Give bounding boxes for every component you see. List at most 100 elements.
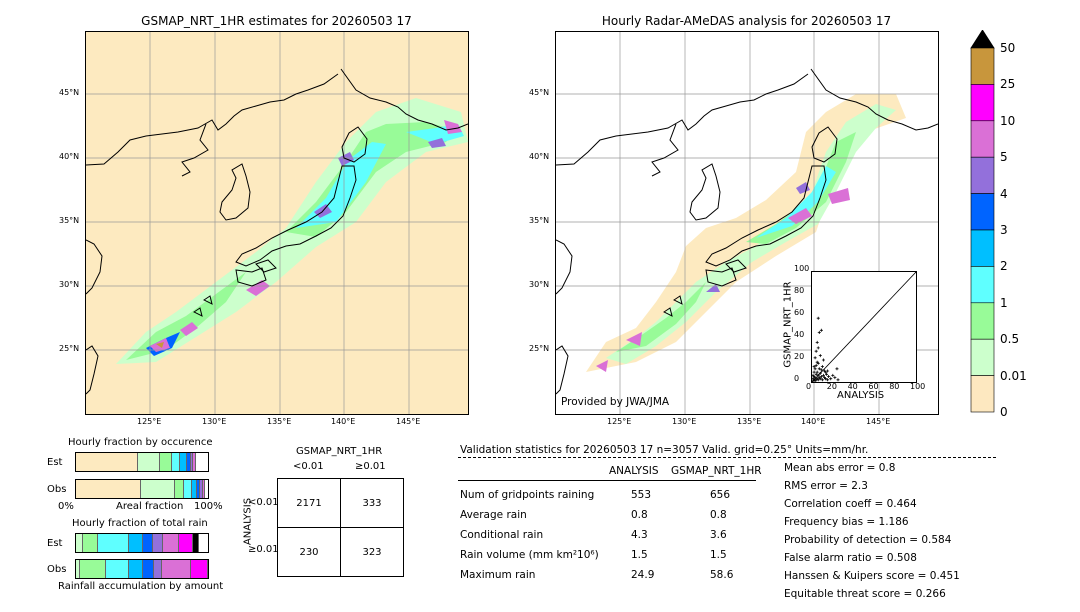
coastline	[193, 307, 203, 317]
left-map-title: GSMAP_NRT_1HR estimates for 20260503 17	[141, 14, 412, 28]
bar-segment	[76, 560, 80, 578]
scatter-point	[816, 316, 820, 320]
validation-row-label: Num of gridpoints raining	[460, 489, 595, 501]
credit-text: Provided by JWA/JMA	[561, 396, 670, 408]
validation-score: Probability of detection = 0.584	[784, 534, 952, 546]
left-lat-label: 25°N	[59, 344, 80, 353]
bar-segment	[82, 534, 99, 552]
coastline	[725, 259, 747, 273]
left-lon-label: 125°E	[137, 417, 162, 426]
colorbar	[970, 29, 995, 414]
scatter-point	[817, 331, 821, 334]
rain-area	[156, 342, 164, 348]
colorbar-label: 2	[1000, 259, 1008, 274]
validation-score: RMS error = 2.3	[784, 480, 868, 492]
total-est-label: Est	[47, 538, 63, 549]
occurrence-title: Hourly fraction by occurence	[68, 437, 213, 448]
scatter-point	[826, 378, 830, 382]
scatter-ylabel: GSMAP_NRT_1HR	[782, 281, 794, 368]
validation-score: Equitable threat score = 0.266	[784, 588, 946, 600]
validation-row-gsmap: 3.6	[710, 529, 727, 541]
left-lat-label: 30°N	[59, 280, 80, 289]
one-to-one-line	[812, 272, 916, 382]
bar-segment	[197, 480, 201, 498]
coastline	[556, 239, 573, 295]
bar-segment	[98, 534, 129, 552]
validation-divider	[458, 457, 996, 458]
right-lon-label: 145°E	[866, 417, 891, 426]
left-lat-label: 45°N	[59, 88, 80, 97]
colorbar-label: 1	[1000, 295, 1008, 310]
scatter-ytick: 0	[794, 374, 800, 383]
contingency-row-1: <0.01	[248, 497, 279, 508]
scatter-point	[812, 365, 816, 369]
colorbar-label: 10	[1000, 113, 1016, 128]
bar-segment	[76, 534, 83, 552]
scatter-point	[816, 346, 820, 350]
scatter-xtick: 0	[806, 382, 812, 391]
bar-segment	[184, 480, 193, 498]
scatter-point	[813, 376, 817, 380]
colorbar-swatch	[970, 338, 995, 376]
scatter-xtick: 40	[847, 382, 858, 391]
occurrence-obs-bar	[75, 479, 209, 499]
rain-area	[788, 208, 812, 224]
scatter-point	[820, 365, 824, 369]
validation-score: Hanssen & Kuipers score = 0.451	[784, 570, 960, 582]
occurrence-axis-left: 0%	[58, 501, 74, 512]
bar-segment	[193, 453, 197, 471]
bar-segment	[178, 534, 194, 552]
bar-segment	[143, 534, 153, 552]
bar-segment	[174, 480, 185, 498]
validation-row-analysis: 553	[631, 489, 652, 501]
total-obs-label: Obs	[47, 564, 67, 575]
scatter-point	[831, 373, 835, 377]
right-map[interactable]: Provided by JWA/JMA	[555, 31, 939, 415]
bar-segment	[140, 480, 175, 498]
contingency-header: GSMAP_NRT_1HR	[296, 446, 383, 457]
bar-segment	[192, 480, 198, 498]
scatter-point	[824, 370, 828, 374]
total-est-bar	[75, 533, 209, 553]
colorbar-label: 0.5	[1000, 332, 1020, 347]
validation-rule	[458, 480, 756, 481]
left-map[interactable]	[85, 31, 469, 415]
right-lon-label: 125°E	[607, 417, 632, 426]
coastline	[705, 165, 827, 267]
validation-row-analysis: 1.5	[631, 549, 648, 561]
scatter-plot	[812, 272, 916, 382]
scatter-ytick: 20	[794, 352, 805, 361]
rain-area	[296, 142, 386, 228]
right-lat-label: 30°N	[529, 280, 550, 289]
scatter-xtick: 100	[910, 382, 926, 391]
left-lon-label: 145°E	[396, 417, 421, 426]
colorbar-label: 4	[1000, 186, 1008, 201]
validation-row-label: Rain volume (mm km²10⁶)	[460, 549, 599, 561]
rain-area	[756, 166, 836, 238]
validation-score: False alarm ratio = 0.508	[784, 552, 917, 564]
rain-area	[126, 272, 246, 360]
total-footer: Rainfall accumulation by amount	[58, 581, 224, 592]
colorbar-swatch	[970, 47, 995, 85]
scatter-point	[820, 378, 824, 382]
coastline	[203, 295, 213, 305]
right-lon-label: 135°E	[737, 417, 762, 426]
rain-area	[626, 332, 642, 346]
colorbar-swatch	[970, 302, 995, 340]
occurrence-obs-label: Obs	[47, 484, 67, 495]
scatter-point	[821, 358, 825, 362]
coastline	[705, 267, 737, 287]
contingency-table: 2171 333 230 323	[277, 478, 404, 577]
scatter-ytick: 40	[794, 330, 805, 339]
scatter-inset	[811, 271, 917, 383]
total-obs-bar	[75, 559, 209, 579]
scatter-point	[829, 377, 833, 381]
scatter-point	[827, 375, 831, 378]
left-lon-label: 140°E	[331, 417, 356, 426]
bar-segment	[76, 453, 139, 471]
validation-col-gsmap: GSMAP_NRT_1HR	[671, 465, 762, 477]
validation-row-gsmap: 656	[710, 489, 731, 501]
contingency-cell: 230	[277, 527, 341, 577]
bar-segment	[186, 453, 191, 471]
coastline	[86, 345, 99, 395]
